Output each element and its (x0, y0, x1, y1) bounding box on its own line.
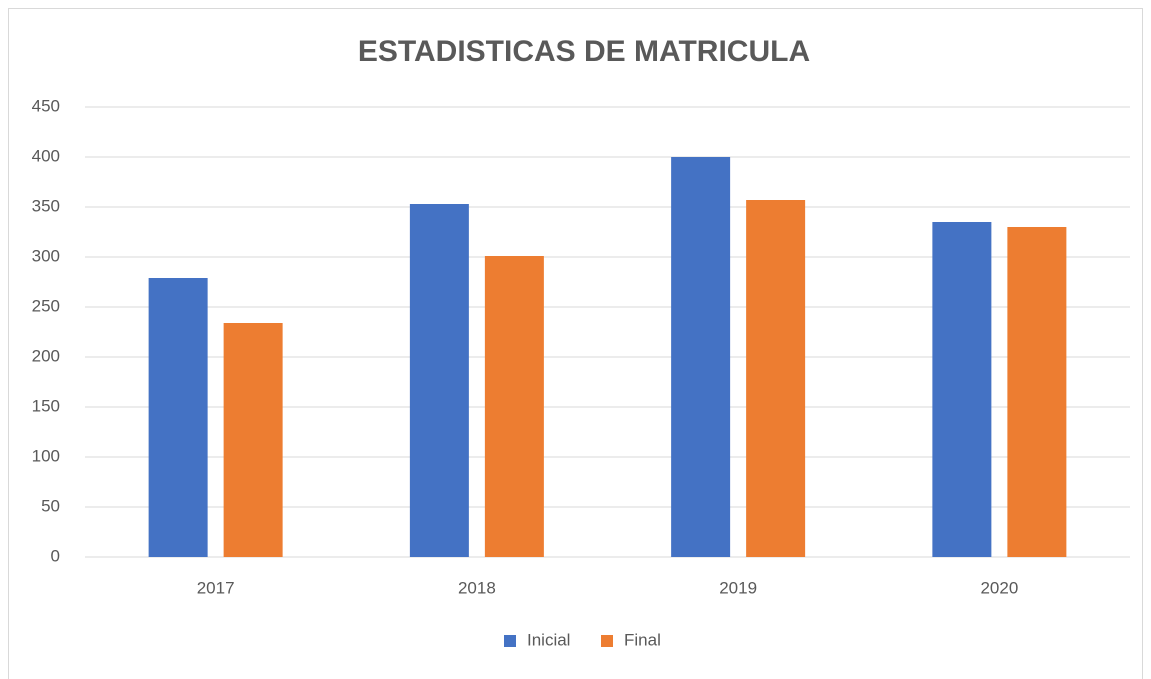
bar (148, 278, 208, 557)
y-tick-label: 100 (32, 446, 60, 465)
bar (932, 222, 992, 557)
y-tick-label: 200 (32, 346, 60, 365)
y-tick-label: 350 (32, 196, 60, 215)
bar (223, 323, 283, 557)
x-tick-label: 2017 (197, 578, 235, 597)
y-tick-label: 450 (32, 96, 60, 115)
x-tick-label: 2018 (458, 578, 496, 597)
y-tick-label: 150 (32, 396, 60, 415)
x-tick-label: 2019 (719, 578, 757, 597)
y-tick-label: 50 (41, 496, 60, 515)
legend-label: Final (624, 630, 661, 649)
legend-swatch (601, 635, 613, 647)
y-tick-label: 400 (32, 146, 60, 165)
legend-label: Inicial (527, 630, 570, 649)
bar (671, 157, 731, 557)
bar (1007, 227, 1067, 557)
chart-title: ESTADISTICAS DE MATRICULA (358, 35, 810, 68)
bar (409, 204, 469, 557)
bar (746, 200, 806, 557)
x-tick-label: 2020 (980, 578, 1018, 597)
y-tick-label: 300 (32, 246, 60, 265)
bar (484, 256, 544, 557)
y-tick-label: 0 (51, 546, 60, 565)
legend-swatch (504, 635, 516, 647)
y-tick-label: 250 (32, 296, 60, 315)
